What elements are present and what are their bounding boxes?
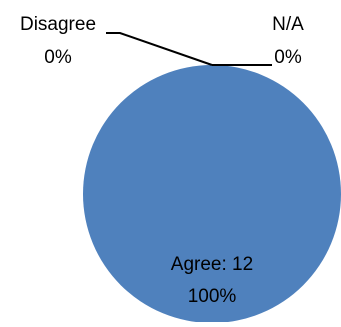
data-label-disagree-name: Disagree — [20, 14, 96, 35]
data-label-agree-percent: 100% — [188, 286, 237, 307]
data-label-agree-name: Agree: 12 — [171, 254, 253, 275]
data-label-na-name: N/A — [272, 14, 304, 35]
leader-lines — [106, 32, 272, 66]
leader-line-disagree — [106, 32, 213, 66]
data-label-na-percent: 0% — [274, 47, 302, 68]
pie-slice-agree — [83, 65, 341, 323]
data-label-disagree-percent: 0% — [44, 47, 72, 68]
pie-slices — [83, 65, 341, 323]
